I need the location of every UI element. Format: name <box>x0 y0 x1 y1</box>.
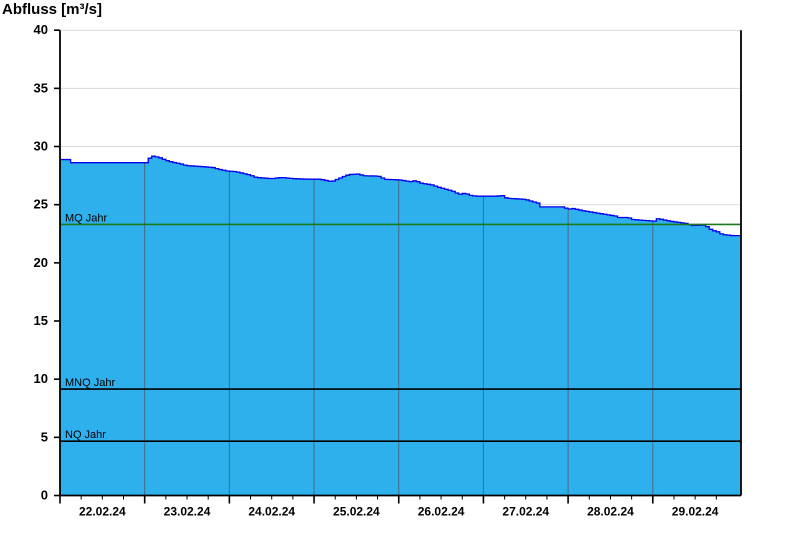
svg-text:24.02.24: 24.02.24 <box>248 505 295 519</box>
svg-text:MQ Jahr: MQ Jahr <box>65 212 108 224</box>
svg-text:0: 0 <box>41 488 48 503</box>
svg-text:23.02.24: 23.02.24 <box>164 505 211 519</box>
svg-text:29.02.24: 29.02.24 <box>672 505 719 519</box>
svg-text:22.02.24: 22.02.24 <box>79 505 126 519</box>
svg-text:30: 30 <box>34 139 48 154</box>
svg-text:Abfluss [m³/s]: Abfluss [m³/s] <box>2 1 102 18</box>
svg-text:40: 40 <box>34 22 48 37</box>
svg-text:10: 10 <box>34 371 48 386</box>
svg-text:NQ Jahr: NQ Jahr <box>65 429 106 441</box>
svg-text:MNQ Jahr: MNQ Jahr <box>65 377 115 389</box>
svg-text:5: 5 <box>41 429 48 444</box>
svg-text:26.02.24: 26.02.24 <box>418 505 465 519</box>
svg-text:27.02.24: 27.02.24 <box>502 505 549 519</box>
svg-text:25: 25 <box>34 197 48 212</box>
svg-text:28.02.24: 28.02.24 <box>587 505 634 519</box>
svg-text:25.02.24: 25.02.24 <box>333 505 380 519</box>
svg-text:15: 15 <box>34 313 48 328</box>
svg-text:35: 35 <box>34 80 48 95</box>
svg-text:20: 20 <box>34 255 48 270</box>
